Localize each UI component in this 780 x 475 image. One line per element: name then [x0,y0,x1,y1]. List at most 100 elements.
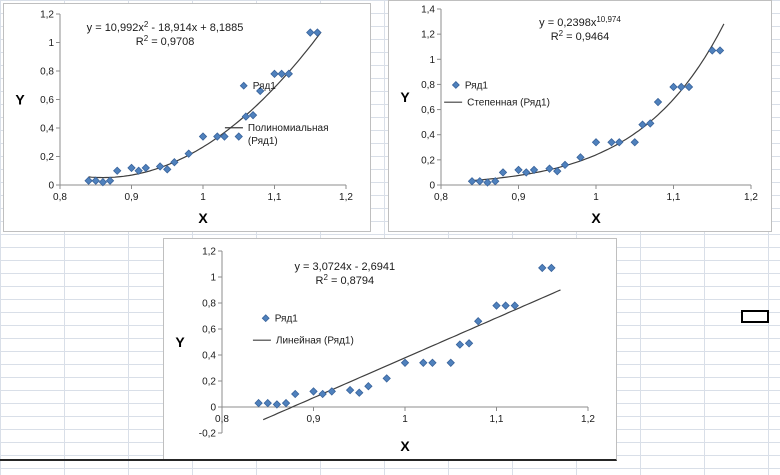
legend-label: (Ряд1) [248,136,278,147]
data-point [684,82,694,92]
data-point [708,46,717,55]
y-tick-label: 1 [48,38,54,49]
data-point [455,340,465,349]
data-point [91,176,100,185]
data-point [638,120,647,129]
x-tick-label: 0,9 [307,414,321,425]
data-point [213,132,222,141]
r-squared: R2 = 0,8794 [316,273,375,287]
data-point [113,166,122,175]
x-tick-label: 1,1 [268,192,282,203]
x-tick-label: 1,2 [339,192,353,203]
data-point [646,119,655,128]
data-point [281,398,291,408]
data-point [474,317,483,326]
data-point [492,301,501,310]
trend-equation: y = 0,2398x10,974 [539,15,621,29]
legend-marker-icon [451,80,460,89]
chart-power-trend[interactable]: 0 0,2 0,4 0,6 0,8 1 1,2 1,4 0,8 0,9 1 1,1 1,2 y = 0,2… [388,0,772,232]
data-point [306,28,315,37]
y-tick-label: 1,4 [421,5,435,16]
x-axis-title: X [198,210,208,226]
data-point [464,339,474,348]
data-point [256,86,265,96]
data-point [184,149,193,158]
data-point [607,138,616,147]
y-tick-label: 0,6 [421,105,435,116]
data-point [715,46,725,55]
x-tick-label: 0,8 [215,414,229,425]
data-point [313,28,322,37]
data-point [669,82,678,92]
data-point [345,385,355,395]
cell-border-line [0,459,164,461]
data-point [309,387,318,396]
y-tick-label: 0 [429,181,435,192]
trendline [262,289,561,421]
chart-polynomial-trend[interactable]: 0 0,2 0,4 0,6 0,8 1 1,2 0,8 0,9 1 1,1 1,2 y = 10,992… [3,3,371,232]
data-point [653,97,663,107]
y-tick-label: 0,8 [202,299,216,310]
rectangle-shape[interactable] [741,310,769,323]
legend-marker-icon [261,314,270,323]
y-tick-label: 0 [210,403,216,414]
legend-label: Степенная (Ряд1) [467,98,550,109]
x-tick-label: 1 [593,192,599,203]
trend-equation: y = 10,992x2 - 18,914x + 8,1885 [87,20,244,34]
data-point [400,358,410,367]
data-point [545,164,554,173]
y-tick-label: 1,2 [202,247,216,258]
x-tick-label: 0,9 [125,192,139,203]
y-tick-label: 0,8 [40,67,54,78]
y-tick-label: 0,2 [202,377,216,388]
x-axis-title: X [400,438,410,454]
y-tick-label: 1,2 [421,30,435,41]
data-point [483,178,492,187]
chart-canvas: -0,2 0 0,2 0,4 0,6 0,8 1 1,2 0,8 0,9 1 1,1 1,2 y = 3,… [175,247,595,455]
y-axis-title: Y [175,334,185,350]
y-tick-label: 0,4 [40,124,54,135]
data-point [501,301,510,310]
y-tick-label: 1,2 [40,10,54,21]
data-point [272,400,282,409]
legend-label: Ряд1 [253,81,277,92]
y-tick-label: 0,4 [202,351,216,362]
x-tick-label: 0,8 [434,192,448,203]
x-tick-label: 1 [200,192,206,203]
y-tick-label: 0,8 [421,80,435,91]
data-point [514,165,523,175]
data-point [576,153,585,162]
x-tick-label: 0,9 [512,192,526,203]
y-tick-label: 0,6 [40,95,54,106]
trend-equation: y = 3,0724x - 2,6941 [294,261,395,273]
data-point [538,263,547,273]
y-axis-title: Y [15,92,25,108]
data-point [419,358,428,367]
data-point [198,132,208,141]
chart-canvas: 0 0,2 0,4 0,6 0,8 1 1,2 0,8 0,9 1 1,1 1,2 y = 10,992… [15,10,353,227]
data-point [522,168,531,177]
legend-marker-icon [239,81,248,90]
data-point [284,69,293,79]
y-tick-label: 0,2 [421,155,435,166]
data-point [428,358,437,367]
y-tick-label: -0,2 [199,429,217,440]
y-tick-label: 0,4 [421,130,435,141]
data-point [467,177,477,186]
legend-label: Линейная (Ряд1) [276,336,354,347]
chart-linear-trend[interactable]: -0,2 0 0,2 0,4 0,6 0,8 1 1,2 0,8 0,9 1 1,1 1,2 y = 3,… [163,238,617,461]
legend-label: Полиномиальная [248,123,329,134]
data-point [127,163,136,173]
data-point [364,382,373,391]
y-tick-label: 1 [429,55,435,66]
data-point [615,138,624,147]
r-squared: R2 = 0,9708 [136,34,195,48]
data-point [134,166,143,175]
legend-label: Ряд1 [275,314,299,325]
data-point [170,158,179,167]
data-point [263,398,272,408]
x-tick-label: 1,2 [744,192,758,203]
data-point [547,263,556,273]
data-point [98,177,108,187]
y-tick-label: 0,6 [202,325,216,336]
